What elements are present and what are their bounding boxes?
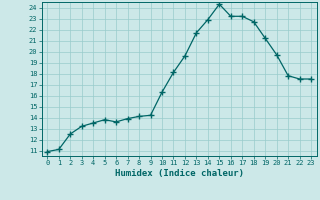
X-axis label: Humidex (Indice chaleur): Humidex (Indice chaleur) — [115, 169, 244, 178]
